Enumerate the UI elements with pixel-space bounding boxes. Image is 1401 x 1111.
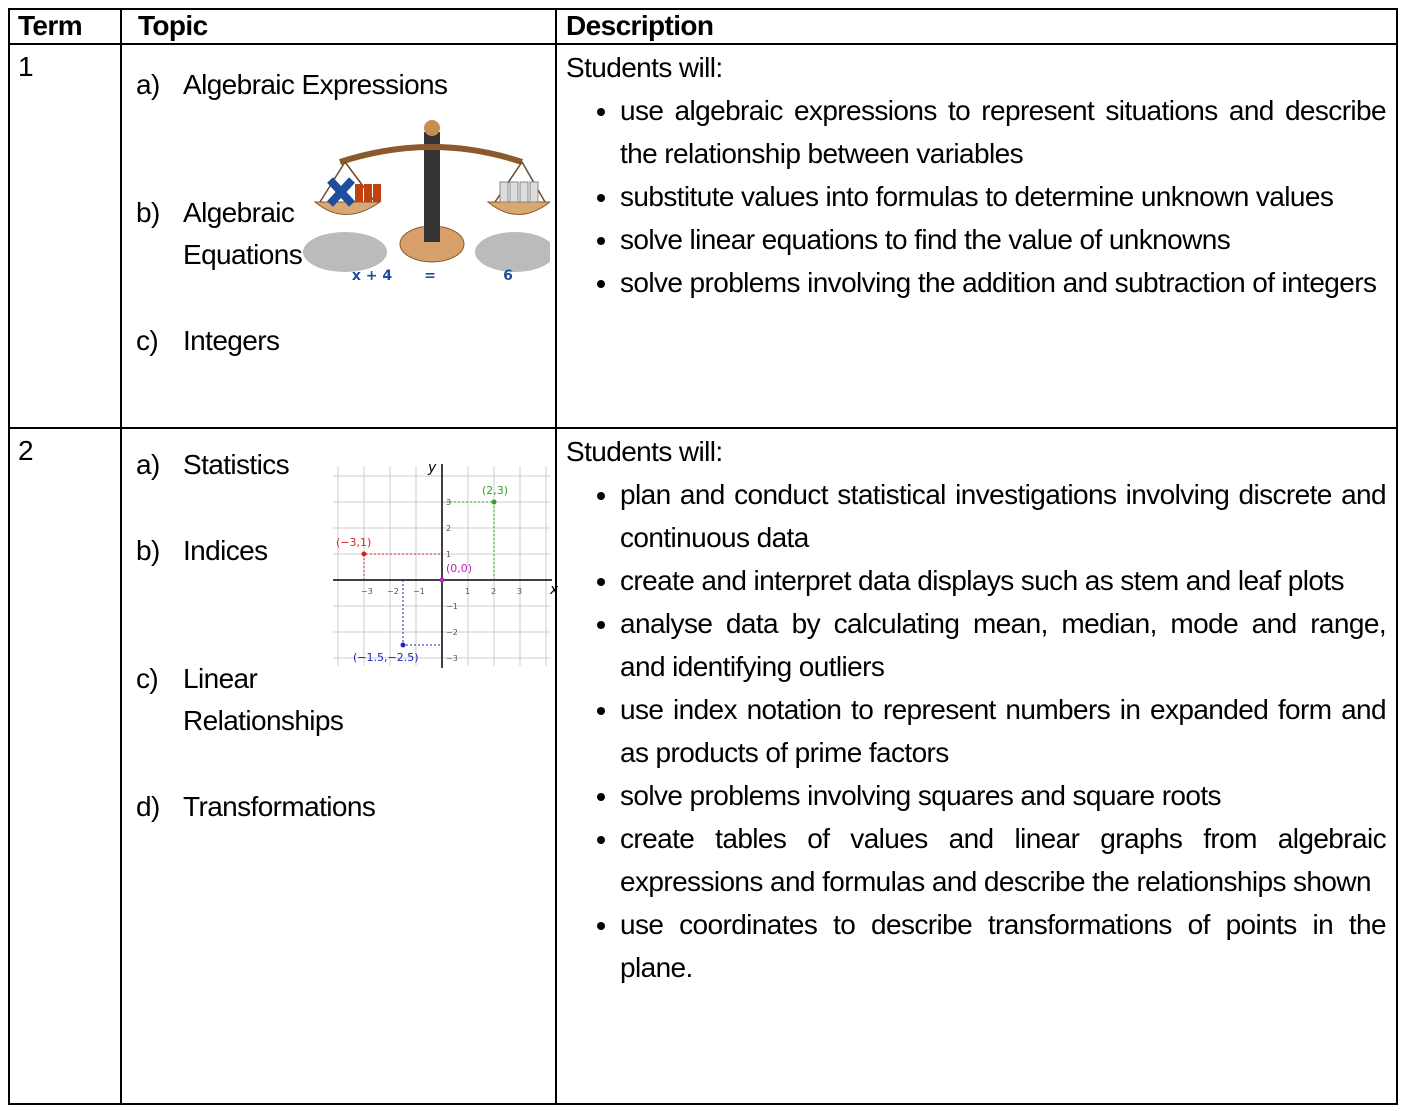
topic-letter: c) [136, 663, 159, 694]
description: Students will: plan and conduct statistic… [566, 430, 1387, 989]
topic-text: Indices [183, 535, 268, 566]
coordinate-grid: x y −3 −2 −1 1 2 3 3 2 1 −1 −2 −3 (2,3) (−3,1) (0,0) (−1.… [333, 460, 558, 668]
topic-letter: c) [136, 325, 159, 356]
balance-shape [509, 181, 519, 203]
bullet-point: use coordinates to describe transformati… [620, 903, 1387, 989]
topic-text: Statistics [183, 449, 290, 480]
point-label: (−3,1) [336, 536, 371, 549]
tick-label: 2 [491, 587, 496, 596]
topic-letter: b) [136, 197, 160, 228]
bullet-point: plan and conduct statistical investigati… [620, 473, 1387, 559]
header-cell: Description [566, 10, 714, 41]
axis-label: x [549, 582, 558, 598]
balance-shape [499, 181, 509, 203]
description-intro: Students will: [566, 436, 723, 467]
topic-letter: b) [136, 535, 160, 566]
bullet-list: plan and conduct statistical investigati… [566, 473, 1387, 989]
bullet-point: use index notation to represent numbers … [620, 688, 1387, 774]
topic-letter: d) [136, 791, 160, 822]
guide-line [363, 553, 442, 580]
balance-shape [424, 132, 440, 242]
balance-label: = [424, 268, 436, 284]
point [439, 577, 445, 583]
border-line [8, 8, 1398, 10]
border-line [1396, 8, 1398, 1105]
topic-text: Integers [183, 325, 280, 356]
bullet-list: use algebraic expressions to represent s… [566, 89, 1387, 304]
balance-shape [303, 232, 387, 272]
topic-text: Transformations [183, 791, 376, 822]
border-line [8, 8, 10, 1105]
balance-shape [355, 184, 363, 202]
point [491, 499, 497, 505]
header-cell: Topic [138, 10, 208, 41]
balance-shape [373, 184, 381, 202]
topic-letter: a) [136, 69, 160, 100]
border-line [8, 43, 1398, 45]
point-label: (2,3) [482, 484, 508, 497]
tick-label: 3 [517, 587, 522, 596]
axis-label: y [427, 460, 437, 476]
bullet-point: create and interpret data displays such … [620, 559, 1386, 602]
point [361, 551, 367, 557]
border-line [8, 1103, 1398, 1105]
balance-shape [529, 181, 539, 203]
bullet-point: solve linear equations to find the value… [620, 218, 1386, 261]
tick-label: 1 [446, 550, 451, 559]
balance-shape [327, 177, 355, 207]
topic-text: Linear Relationships [183, 663, 344, 736]
header-cell: Term [18, 10, 83, 41]
point-label: (0,0) [446, 562, 472, 575]
tick-label: −2 [387, 587, 399, 596]
bullet-point: solve problems involving squares and squ… [620, 774, 1386, 817]
bullet-point: create tables of values and linear graph… [620, 817, 1387, 903]
description-intro: Students will: [566, 52, 723, 83]
tick-label: −3 [446, 654, 458, 663]
tick-label: −1 [446, 602, 458, 611]
bullet-point: substitute values into formulas to deter… [620, 175, 1386, 218]
border-line [555, 8, 557, 1105]
topic-letter: a) [136, 449, 160, 480]
term: 1 [18, 51, 34, 82]
balance-label: 6 [503, 268, 513, 284]
topic-text: Algebraic Equations [183, 197, 303, 270]
point-label: (−1.5,−2.5) [353, 651, 419, 664]
tick-label: −1 [413, 587, 425, 596]
border-line [120, 8, 122, 1105]
point [400, 642, 406, 648]
term: 2 [18, 435, 34, 466]
tick-label: 1 [465, 587, 470, 596]
balance-label: x + 4 [352, 268, 393, 284]
description: Students will: use algebraic expressions … [566, 46, 1387, 304]
tick-label: −3 [361, 587, 373, 596]
tick-label: 2 [446, 524, 451, 533]
balance-shape [364, 184, 372, 202]
border-line [8, 427, 1398, 429]
bullet-point: use algebraic expressions to represent s… [620, 89, 1387, 175]
balance-shape [519, 181, 529, 203]
bullet-point: analyse data by calculating mean, median… [620, 602, 1387, 688]
balance-illustration: x + 4 = 6 [303, 120, 550, 284]
bullet-point: solve problems involving the addition an… [620, 261, 1386, 304]
balance-shape [339, 144, 523, 165]
balance-shape [475, 232, 550, 272]
tick-label: −2 [446, 628, 458, 637]
balance-shape [486, 201, 550, 215]
topic-text: Algebraic Expressions [183, 69, 448, 100]
balance-shape [424, 120, 440, 136]
tick-label: 3 [446, 498, 451, 507]
